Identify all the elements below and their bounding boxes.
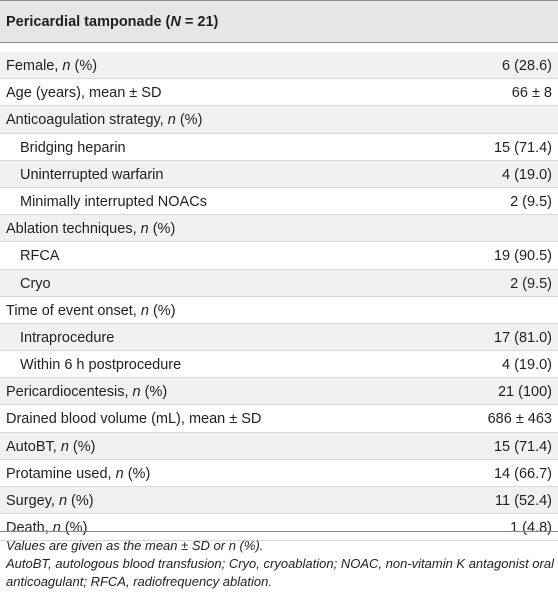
table-title: Pericardial tamponade (N = 21) <box>6 14 218 30</box>
footnote-values: Values are given as the mean ± SD or n (… <box>6 538 264 553</box>
row-label-text: Uninterrupted warfarin <box>20 166 164 183</box>
row-label: Age (years), mean ± SD <box>6 85 161 101</box>
row-value: 14 (66.7) <box>493 465 552 482</box>
row-value: 2 (9.5) <box>510 275 552 292</box>
row-value: 686 ± 463 <box>487 411 552 428</box>
table-row: Drained blood volume (mL), mean ± SD 686 … <box>0 405 558 433</box>
row-label-suffix: (%) <box>175 112 203 129</box>
row-label: Uninterrupted warfarin <box>20 167 163 183</box>
row-label-suffix: (%) <box>148 302 176 319</box>
row-label-text: Age (years), mean ± SD <box>6 85 162 102</box>
row-label-italic: n <box>52 520 61 537</box>
row-label: Bridging heparin <box>20 140 126 156</box>
row-label-suffix: (%) <box>70 58 98 74</box>
table-row: Protamine used, n (%) 14 (66.7) <box>0 459 558 487</box>
row-label-text: Intraprocedure <box>20 329 115 346</box>
table-row: Female, n (%) 6 (28.6) <box>0 52 558 80</box>
row-label-suffix: (%) <box>148 221 176 238</box>
row-value: 66 ± 8 <box>511 85 552 102</box>
row-value: 4 (19.0) <box>502 357 552 374</box>
table-row: Cryo 2 (9.5) <box>0 269 558 297</box>
title-suffix: = 21) <box>180 14 219 30</box>
table-row: Bridging heparin 15 (71.4) <box>0 133 558 161</box>
row-label-text: Protamine used, <box>6 465 116 482</box>
row-label-text: Within 6 h postprocedure <box>20 357 182 374</box>
row-label-text: Anticoagulation strategy, <box>6 112 168 129</box>
row-label-text: Death, <box>6 520 53 537</box>
table-row: Age (years), mean ± SD 66 ± 8 <box>0 79 558 107</box>
row-value: 19 (90.5) <box>493 248 552 265</box>
row-label-italic: n <box>62 58 71 74</box>
row-label: Pericardiocentesis, n (%) <box>6 384 167 400</box>
row-label-text: Drained blood volume (mL), mean ± SD <box>6 411 262 428</box>
row-label-italic: n <box>60 438 69 455</box>
row-label-suffix: (%) <box>68 438 96 455</box>
row-label-text: Ablation techniques, <box>6 221 141 238</box>
row-label: Minimally interrupted NOACs <box>20 194 207 210</box>
row-label: Surgey, n (%) <box>6 493 94 509</box>
table-row: Time of event onset, n (%) <box>0 296 558 324</box>
row-value: 17 (81.0) <box>493 329 552 346</box>
row-value: 2 (9.5) <box>510 193 552 210</box>
row-label: Intraprocedure <box>20 330 114 346</box>
table-body: Female, n (%) 6 (28.6) Age (years), mean ±… <box>0 52 558 542</box>
row-label-text: Surgey, <box>6 493 59 509</box>
row-label-italic: n <box>58 493 68 509</box>
row-label-text: Minimally interrupted NOACs <box>20 193 207 210</box>
row-label-text: RFCA <box>20 248 60 265</box>
row-label-italic: n <box>115 465 124 482</box>
table-row: AutoBT, n (%) 15 (71.4) <box>0 432 558 460</box>
footnote-abbreviations: AutoBT, autologous blood transfusion; Cr… <box>6 556 554 589</box>
row-value: 6 (28.6) <box>502 58 552 74</box>
row-label: Protamine used, n (%) <box>6 466 150 482</box>
table-bottom-rule <box>0 531 558 532</box>
row-label-italic: n <box>140 302 149 319</box>
row-label-text: Female, <box>6 58 63 74</box>
row-value: 11 (52.4) <box>495 493 552 509</box>
table-row: Pericardiocentesis, n (%) 21 (100) <box>0 378 558 406</box>
row-label: Ablation techniques, n (%) <box>6 221 175 237</box>
row-label-suffix: (%) <box>60 520 88 537</box>
table-row: Within 6 h postprocedure 4 (19.0) <box>0 351 558 379</box>
row-label-suffix: (%) <box>67 493 94 509</box>
table-header: Pericardial tamponade (N = 21) <box>0 0 558 43</box>
row-label-text: Bridging heparin <box>20 139 126 156</box>
row-label-text: Time of event onset, <box>6 302 141 319</box>
table-row: RFCA 19 (90.5) <box>0 242 558 270</box>
row-label-italic: n <box>132 384 141 401</box>
row-label: Cryo <box>20 276 51 292</box>
table-row: Ablation techniques, n (%) <box>0 215 558 243</box>
row-label-text: Pericardiocentesis, <box>6 384 133 401</box>
row-label-text: AutoBT, <box>6 438 61 455</box>
row-label-italic: n <box>167 112 176 129</box>
row-label-text: Cryo <box>20 275 51 292</box>
table-row: Intraprocedure 17 (81.0) <box>0 323 558 352</box>
data-table: Pericardial tamponade (N = 21) Female, n… <box>0 0 558 542</box>
title-prefix: Pericardial tamponade ( <box>6 14 171 30</box>
title-n: N <box>170 14 181 30</box>
table-row: Death, n (%) 1 (4.8) <box>0 514 558 542</box>
row-label: Female, n (%) <box>6 58 97 74</box>
row-value: 1 (4.8) <box>510 520 552 537</box>
row-value: 21 (100) <box>497 384 552 401</box>
row-value: 15 (71.4) <box>493 139 552 156</box>
table-row: Minimally interrupted NOACs 2 (9.5) <box>0 187 558 216</box>
row-label: RFCA <box>20 248 59 264</box>
row-label: AutoBT, n (%) <box>6 439 95 455</box>
table-row: Surgey, n (%) 11 (52.4) <box>0 487 558 515</box>
row-value: 15 (71.4) <box>493 438 552 455</box>
row-label-italic: n <box>140 221 149 238</box>
row-label-suffix: (%) <box>123 465 151 482</box>
row-value: 4 (19.0) <box>502 166 552 183</box>
table-row: Anticoagulation strategy, n (%) <box>0 106 558 134</box>
table-row: Uninterrupted warfarin 4 (19.0) <box>0 160 558 188</box>
row-label-suffix: (%) <box>140 384 168 401</box>
row-label: Death, n (%) <box>6 520 87 536</box>
row-label: Drained blood volume (mL), mean ± SD <box>6 411 261 427</box>
row-label: Anticoagulation strategy, n (%) <box>6 112 202 128</box>
row-label: Time of event onset, n (%) <box>6 303 176 319</box>
row-label: Within 6 h postprocedure <box>20 357 181 373</box>
